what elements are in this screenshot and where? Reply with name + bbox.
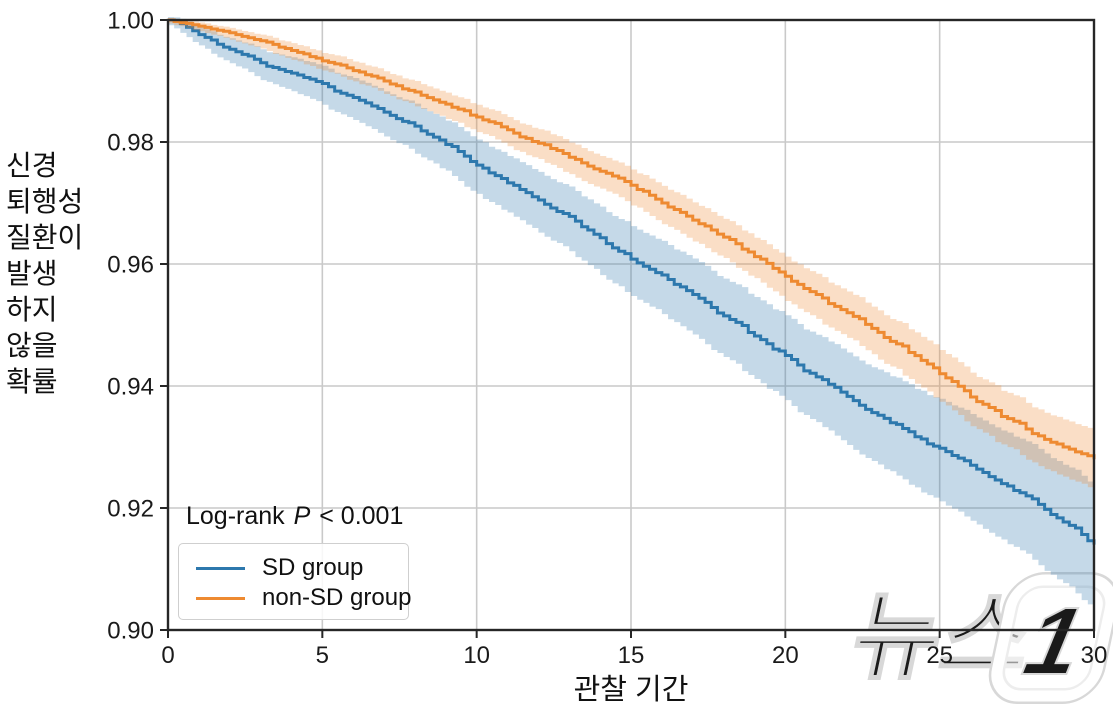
y-tick-label: 0.94 [107, 374, 154, 401]
x-axis-label: 관찰 기간 [573, 674, 689, 706]
plot-spines [166, 18, 1096, 632]
legend: SD group non-SD group [178, 543, 412, 620]
x-tick-label: 30 [1081, 642, 1108, 669]
y-axis-label-line: 발생 [6, 258, 58, 289]
log-rank-annotation: Log-rank P < 0.001 [186, 502, 403, 531]
log-rank-p-symbol: P [293, 502, 311, 530]
x-tick-label: 0 [161, 642, 174, 669]
x-tick-label: 5 [316, 642, 329, 669]
ci-band-non-sd-group [168, 18, 1094, 488]
sd-group-line-swatch [196, 566, 245, 570]
y-tick-label: 0.90 [107, 618, 154, 645]
log-rank-prefix: Log-rank [186, 502, 292, 530]
log-rank-value: < 0.001 [312, 502, 404, 530]
axis-ticks: 0 5 10 15 20 25 30 1.00 0.98 0.96 0.94 0.92 0.90 [107, 8, 1107, 670]
curve-sd-group [168, 18, 1096, 545]
legend-label: SD group [262, 554, 364, 581]
non-sd-group-line-swatch [196, 596, 245, 600]
legend-item-non-sd-group: non-SD group [179, 583, 412, 613]
x-tick-label: 10 [463, 642, 490, 669]
ci-band-sd-group [168, 16, 1094, 605]
y-tick-label: 0.92 [107, 496, 154, 523]
y-axis-label-line: 신경 [6, 150, 58, 181]
gridlines [168, 20, 1094, 630]
y-axis-label-line: 하지 [6, 294, 58, 325]
y-tick-label: 0.96 [107, 252, 154, 279]
y-tick-label: 0.98 [107, 130, 154, 157]
legend-label: non-SD group [262, 584, 412, 611]
y-axis-label-line: 않을 [6, 330, 58, 361]
y-tick-label: 1.00 [107, 8, 154, 35]
x-tick-label: 25 [926, 642, 953, 669]
y-axis-label-line: 확률 [6, 366, 58, 397]
y-axis-label-line: 퇴행성 [6, 186, 84, 217]
x-tick-label: 20 [772, 642, 799, 669]
x-tick-label: 15 [618, 642, 645, 669]
curve-non-sd-group [168, 18, 1096, 460]
y-axis-label-line: 질환이 [6, 222, 84, 253]
legend-item-sd-group: SD group [179, 553, 408, 583]
